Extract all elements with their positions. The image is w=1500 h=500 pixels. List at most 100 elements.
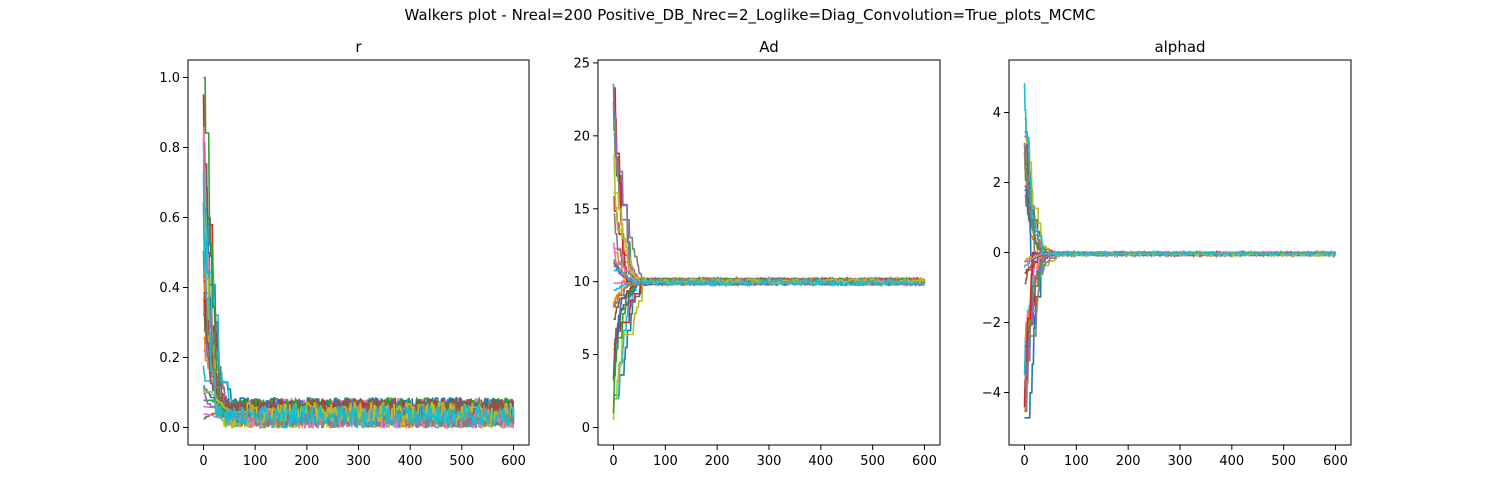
walker-line-23 [203,76,514,419]
walker-line-19 [612,275,925,421]
x-tick-label: 100 [1064,454,1089,469]
walker-line-1 [203,176,514,423]
x-tick-label: 100 [243,454,268,469]
axes-frame [597,59,941,446]
x-tick-label: 400 [1219,454,1244,469]
y-tick-label: 5 [582,348,590,363]
x-tick-label: 0 [1020,454,1028,469]
walker-line-4 [1024,249,1337,354]
walker-line-22 [1024,250,1336,340]
y-tick-label: 0 [993,246,1001,261]
walker-line-15 [1024,250,1337,376]
walker-line-9 [613,153,925,287]
y-tick-label: −2 [982,316,1001,331]
subplot-1: r 0 100 200 300 400 500 600 0.0 0.2 0.4 0.6 0.8 1.0 [159,38,530,469]
x-tick-label: 300 [1168,454,1193,469]
walker-line-4 [202,94,515,426]
subplot-3: alphad 0 100 200 300 400 500 600 −4 −2 0 2 4 [982,38,1352,469]
walker-line-18 [613,213,925,287]
walker-line-23 [612,275,926,414]
subplot-title: alphad [1154,38,1205,56]
subplot-title: r [355,38,362,56]
subplot-title: Ad [759,38,779,56]
x-tick-label: 300 [346,454,371,469]
walker-line-6 [203,163,514,422]
walker-line-16 [1024,135,1336,259]
walker-line-21 [613,277,925,384]
figure-suptitle: Walkers plot - Nreal=200 Positive_DB_Nre… [404,6,1096,24]
walker-line-2 [1023,151,1337,257]
walker-line-5 [202,202,514,423]
y-tick-label: 0.0 [159,421,180,436]
y-tick-label: 0.4 [159,281,180,296]
walker-line-3 [612,101,926,287]
x-tick-label: 500 [449,454,474,469]
walker-line-1 [613,276,925,396]
x-tick-label: 0 [609,454,617,469]
walker-line-26 [613,277,926,321]
walker-line-5 [1024,131,1337,258]
walker-line-14 [612,275,925,380]
walker-line-16 [613,277,926,351]
walker-line-30 [613,269,925,288]
walker-line-6 [1024,185,1336,258]
y-tick-label: 0.6 [159,211,180,226]
y-tick-label: −4 [982,386,1001,401]
walker-line-3 [1024,165,1337,257]
walker-line-20 [1023,249,1336,375]
walker-line-11 [613,275,925,345]
walker-line-20 [202,172,515,423]
walker-line-29 [613,192,925,287]
walker-line-17 [1024,249,1336,355]
walker-line-30 [202,201,514,427]
x-tick-label: 300 [757,454,782,469]
x-tick-label: 500 [1271,454,1296,469]
x-tick-label: 600 [912,454,937,469]
walker-line-11 [202,138,514,419]
x-tick-label: 400 [808,454,833,469]
walker-line-25 [612,83,926,288]
x-tick-label: 200 [705,454,730,469]
x-tick-label: 0 [199,454,207,469]
y-tick-label: 0 [582,421,590,436]
y-tick-label: 25 [573,56,590,71]
walker-line-25 [1024,250,1336,388]
y-tick-label: 0.8 [159,141,180,156]
x-tick-label: 100 [653,454,678,469]
y-tick-label: 4 [993,106,1001,121]
walker-line-9 [1024,249,1336,387]
y-tick-label: 2 [993,176,1001,191]
x-tick-label: 600 [501,454,526,469]
walker-line-12 [1024,250,1336,413]
walker-line-29 [202,387,515,423]
walker-line-19 [203,213,514,429]
y-tick-label: 20 [573,129,590,144]
walker-line-17 [202,126,515,420]
x-tick-label: 500 [860,454,885,469]
subplot-2: Ad 0 100 200 300 400 500 600 0 5 10 15 20 25 [573,38,941,469]
walker-line-4 [613,195,926,287]
walker-line-28 [1024,250,1337,413]
walker-line-11 [1024,249,1336,419]
x-tick-label: 600 [1323,454,1348,469]
walker-line-24 [1023,249,1337,408]
walker-line-18 [1023,142,1336,259]
walker-line-13 [1024,145,1337,258]
walker-line-30 [1023,83,1336,258]
x-tick-label: 200 [1116,454,1141,469]
walker-line-8 [613,132,926,287]
y-tick-label: 10 [573,275,590,290]
walker-line-23 [1024,249,1336,347]
walker-line-21 [1024,189,1337,259]
walker-traces [612,83,926,421]
walker-traces [1023,83,1337,419]
x-tick-label: 200 [294,454,319,469]
x-tick-label: 400 [398,454,423,469]
walker-line-8 [1024,194,1337,258]
walker-line-24 [613,87,925,287]
walker-line-26 [1024,250,1336,285]
walker-line-18 [203,239,514,427]
walker-traces [202,76,515,430]
y-tick-label: 15 [573,202,590,217]
